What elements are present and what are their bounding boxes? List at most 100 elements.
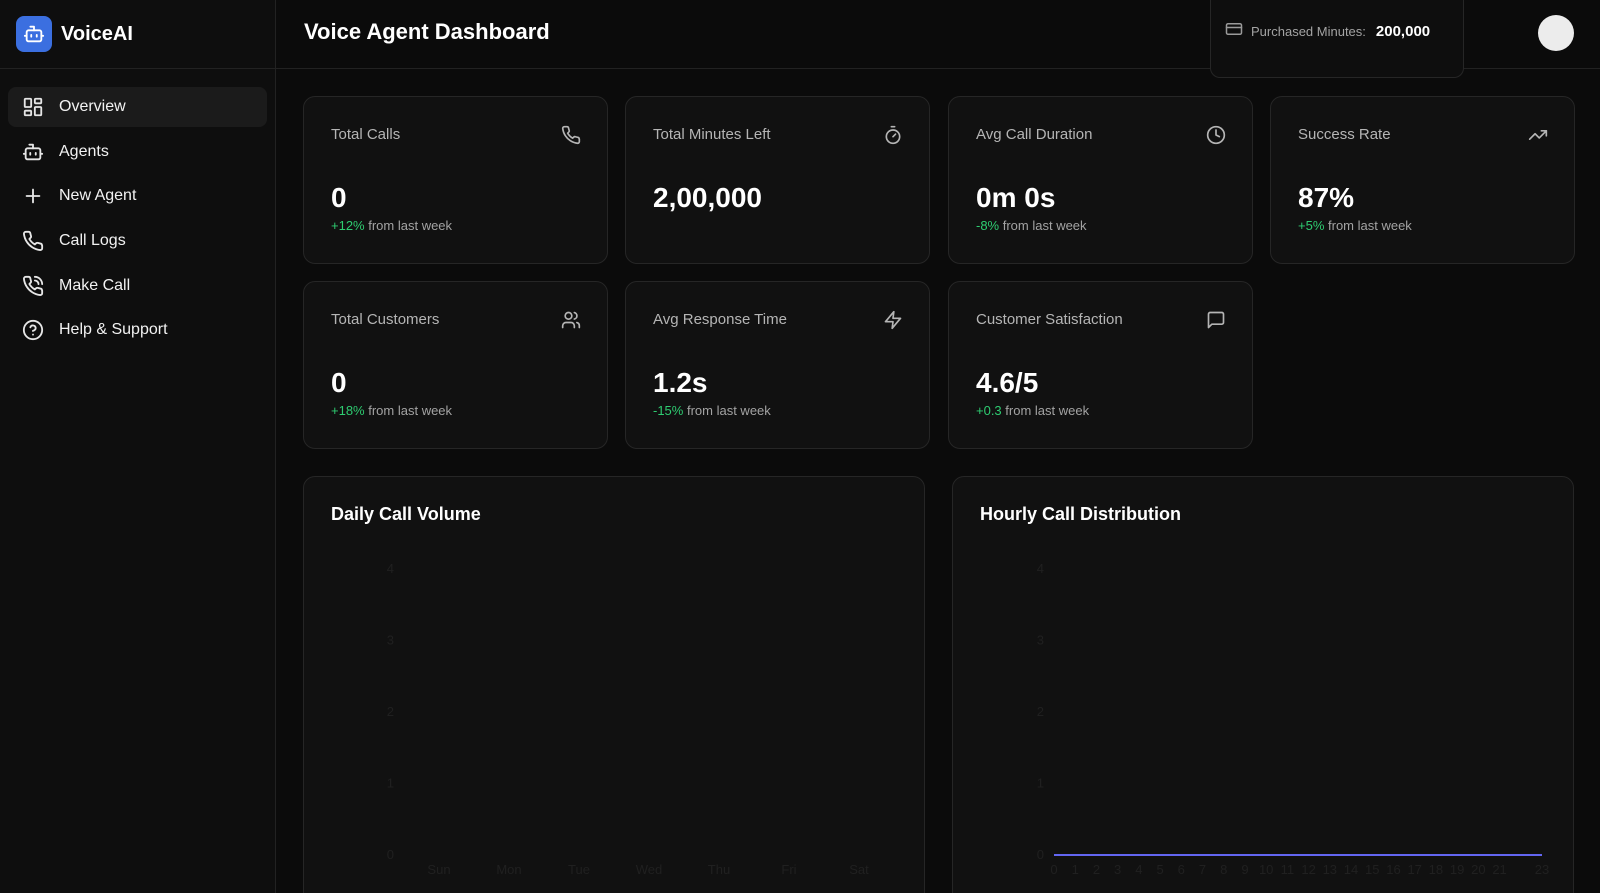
sidebar-item-label: Help & Support xyxy=(59,321,168,339)
purchased-minutes-value: 200,000 xyxy=(1375,23,1431,40)
y-tick-label: 1 xyxy=(1037,776,1044,791)
chart-title: Daily Call Volume xyxy=(331,504,481,524)
sidebar-item-call-logs[interactable]: Call Logs xyxy=(8,221,267,261)
x-tick-label: 10 xyxy=(1259,862,1273,877)
y-tick-label: 2 xyxy=(387,704,394,719)
stat-change: +18% from last week xyxy=(331,403,452,418)
stat-delta: +12% xyxy=(331,218,365,233)
stat-card-customer-satisfaction: Customer Satisfaction 4.6/5 +0.3 from la… xyxy=(948,281,1253,449)
sidebar-item-label: Make Call xyxy=(59,276,131,294)
x-tick-label: Mon xyxy=(496,862,521,877)
x-tick-label: 15 xyxy=(1365,862,1379,877)
top-header: Voice Agent Dashboard Purchased Minutes:… xyxy=(276,0,1600,78)
sidebar: VoiceAI Overview Agents New Agent Call L… xyxy=(0,0,276,893)
zap-icon xyxy=(883,310,903,330)
grid-icon xyxy=(21,95,45,119)
stat-delta-suffix: from last week xyxy=(364,218,453,233)
y-tick-label: 3 xyxy=(387,633,394,648)
x-tick-label: 14 xyxy=(1344,862,1358,877)
x-tick-label: 2 xyxy=(1093,862,1100,877)
brand[interactable]: VoiceAI xyxy=(0,0,275,69)
message-square-icon xyxy=(1206,310,1226,330)
phone-icon xyxy=(561,125,581,145)
phone-icon xyxy=(21,229,45,253)
sidebar-item-agents[interactable]: Agents xyxy=(8,132,267,172)
stat-card-avg-response-time: Avg Response Time 1.2s -15% from last we… xyxy=(625,281,930,449)
stat-change: +12% from last week xyxy=(331,218,452,233)
robot-icon xyxy=(21,140,45,164)
purchased-minutes-panel: Purchased Minutes: 200,000 xyxy=(1210,0,1464,78)
x-tick-label: 9 xyxy=(1241,862,1248,877)
stat-card-success-rate: Success Rate 87% +5% from last week xyxy=(1270,96,1575,264)
x-tick-label: 17 xyxy=(1407,862,1421,877)
avatar[interactable] xyxy=(1538,15,1574,51)
brand-name: VoiceAI xyxy=(61,22,133,45)
stat-delta-suffix: from last week xyxy=(1324,218,1412,233)
y-tick-label: 0 xyxy=(1037,847,1044,862)
stat-card-total-calls: Total Calls 0 +12% from last week xyxy=(303,96,608,264)
x-tick-label: 0 xyxy=(1050,862,1057,877)
chart-card-daily-call-volume: Daily Call Volume 0 1 2 3 4 Sun Mon Tue Wed Thu Fr… xyxy=(303,476,925,893)
x-tick-label: 18 xyxy=(1429,862,1443,877)
stat-delta-suffix: from last week xyxy=(999,218,1087,233)
stat-delta: +0.3 xyxy=(976,403,1002,418)
x-tick-label: 6 xyxy=(1178,862,1185,877)
stat-value: 0 xyxy=(331,182,347,213)
stat-delta: +18% xyxy=(331,403,365,418)
stat-title: Avg Response Time xyxy=(653,311,787,328)
sidebar-item-label: Overview xyxy=(59,98,126,115)
sidebar-item-overview[interactable]: Overview xyxy=(8,87,267,127)
x-tick-label: 5 xyxy=(1156,862,1163,877)
stat-delta: +5% xyxy=(1298,218,1325,233)
stat-change: -8% from last week xyxy=(976,218,1087,233)
stat-title: Total Customers xyxy=(331,311,440,328)
x-tick-label: 16 xyxy=(1386,862,1400,877)
stat-value: 4.6/5 xyxy=(976,367,1039,398)
stat-value: 0m 0s xyxy=(976,182,1056,213)
stat-value: 2,00,000 xyxy=(653,182,762,213)
sidebar-item-new-agent[interactable]: New Agent xyxy=(8,176,267,216)
sidebar-item-make-call[interactable]: Make Call xyxy=(8,266,267,306)
x-tick-label: Sat xyxy=(849,862,869,877)
y-tick-label: 0 xyxy=(387,847,394,862)
stat-card-avg-call-duration: Avg Call Duration 0m 0s -8% from last we… xyxy=(948,96,1253,264)
y-tick-label: 4 xyxy=(1037,561,1044,576)
x-tick-label: Wed xyxy=(636,862,663,877)
sidebar-nav: Overview Agents New Agent Call Logs Make… xyxy=(0,69,275,373)
stat-title: Total Calls xyxy=(331,126,401,143)
x-tick-label: Fri xyxy=(781,862,796,877)
stat-title: Avg Call Duration xyxy=(976,126,1093,143)
stat-value: 0 xyxy=(331,367,347,398)
y-tick-label: 1 xyxy=(387,776,394,791)
timer-icon xyxy=(883,125,903,145)
x-tick-label: 20 xyxy=(1471,862,1485,877)
clock-icon xyxy=(1206,125,1226,145)
purchased-minutes-label: Purchased Minutes: xyxy=(1251,24,1366,39)
phone-call-icon xyxy=(21,274,45,298)
stat-delta: -15% xyxy=(653,403,684,418)
plus-icon xyxy=(21,184,45,208)
stat-delta: -8% xyxy=(976,218,1000,233)
y-tick-label: 4 xyxy=(387,561,394,576)
x-tick-label: 4 xyxy=(1135,862,1142,877)
x-tick-label: 12 xyxy=(1301,862,1315,877)
page-title: Voice Agent Dashboard xyxy=(304,19,550,44)
x-tick-label: 13 xyxy=(1323,862,1337,877)
sidebar-item-help-support[interactable]: Help & Support xyxy=(8,310,267,350)
x-tick-label: 23 xyxy=(1535,862,1549,877)
y-tick-label: 3 xyxy=(1037,633,1044,648)
robot-icon xyxy=(16,16,52,52)
stat-change: +5% from last week xyxy=(1298,218,1412,233)
users-icon xyxy=(561,310,581,330)
stat-title: Customer Satisfaction xyxy=(976,311,1123,328)
sidebar-item-label: Agents xyxy=(59,142,109,160)
x-tick-label: 19 xyxy=(1450,862,1464,877)
stat-card-total-customers: Total Customers 0 +18% from last week xyxy=(303,281,608,449)
x-tick-label: Tue xyxy=(568,862,590,877)
help-circle-icon xyxy=(21,318,45,342)
x-tick-label: 11 xyxy=(1281,862,1295,877)
sidebar-item-label: New Agent xyxy=(59,187,137,205)
y-tick-label: 2 xyxy=(1037,704,1044,719)
